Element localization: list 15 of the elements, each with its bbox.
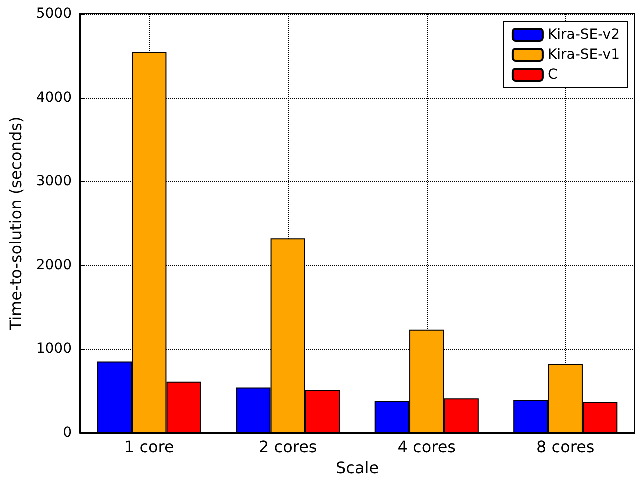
y-tick-label: 2000 <box>36 257 72 274</box>
y-tick-label: 0 <box>63 425 72 441</box>
x-tick-label: 1 core <box>124 438 174 456</box>
x-tick-label: 8 cores <box>536 438 595 456</box>
x-tick-label: 4 cores <box>398 438 456 456</box>
x-tick-label: 2 cores <box>258 438 318 456</box>
y-axis-title: Time-to-solution (seconds) <box>6 116 26 332</box>
y-tick-label: 4000 <box>36 90 72 106</box>
legend-label: Kira-SE-v1 <box>548 47 620 63</box>
legend-label: Kira-SE-v2 <box>548 27 620 43</box>
legend-label: C <box>548 67 558 83</box>
y-tick-label: 5000 <box>36 6 72 22</box>
y-tick-label: 3000 <box>36 174 72 190</box>
x-axis-title: Scale <box>336 458 380 478</box>
y-tick-label: 1000 <box>36 341 72 358</box>
